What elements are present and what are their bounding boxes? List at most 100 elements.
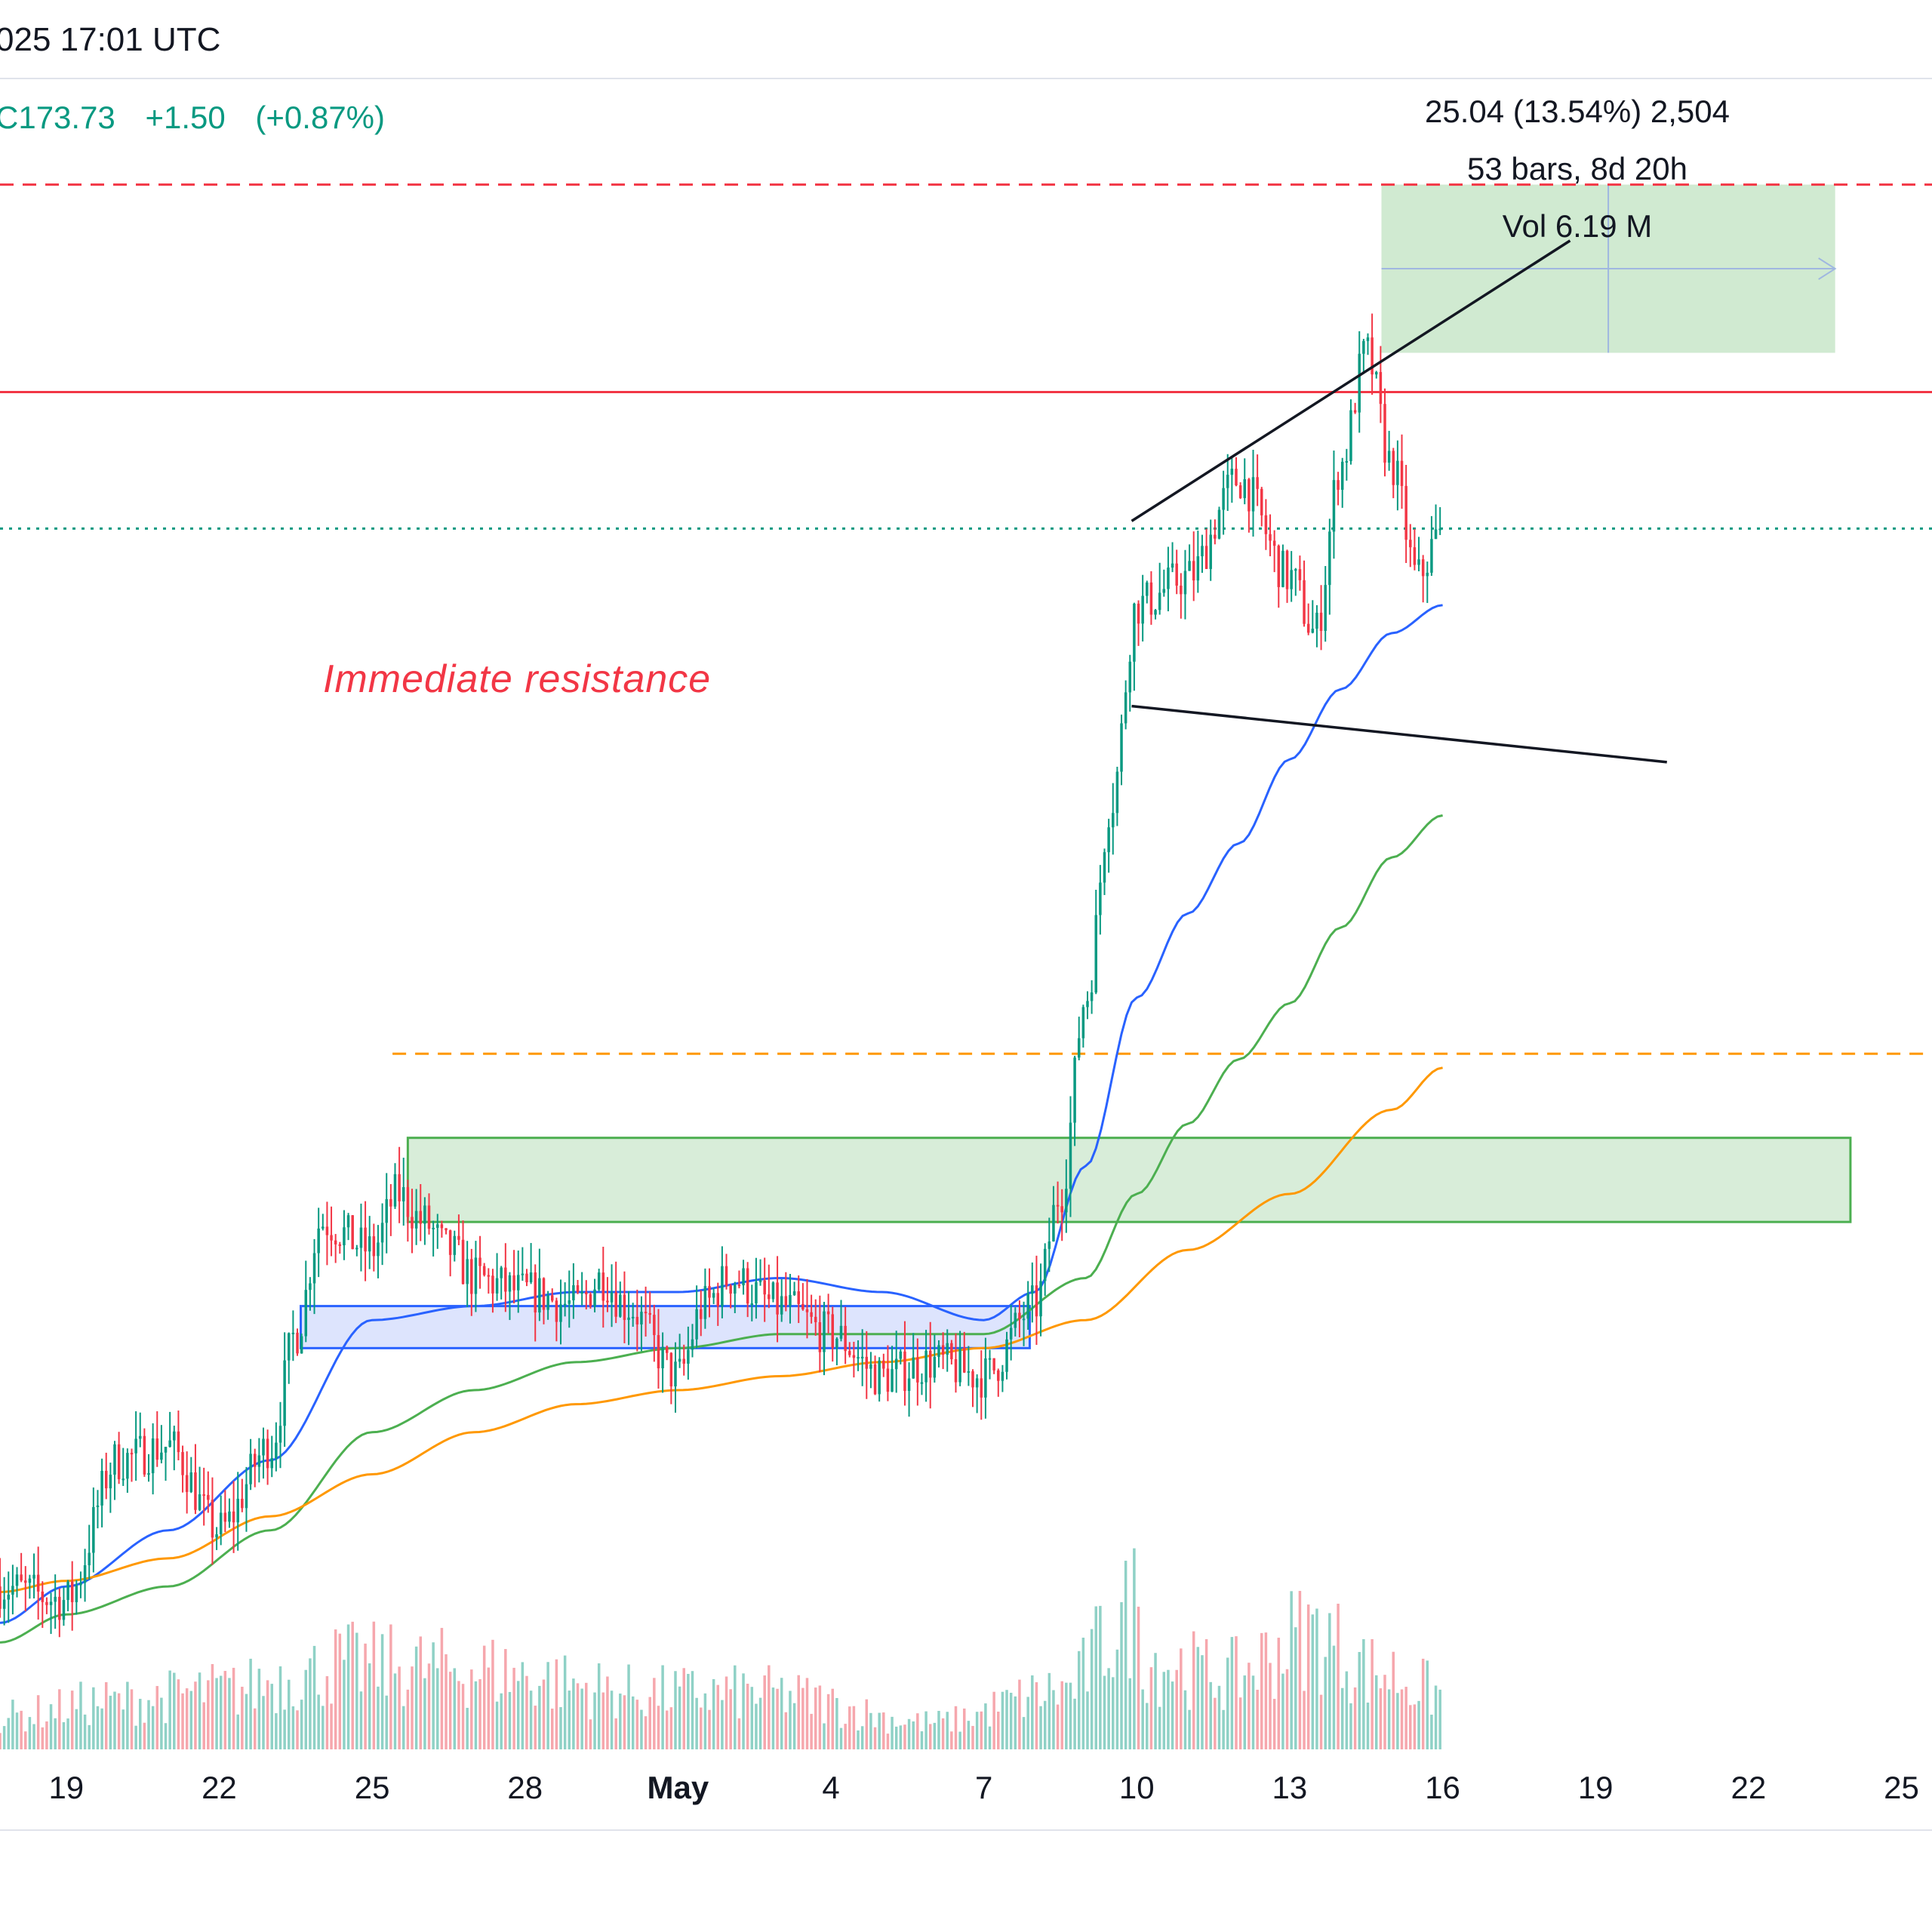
volume-bar-228 bbox=[967, 1721, 971, 1749]
candle-body-135 bbox=[572, 1285, 575, 1300]
candle-body-133 bbox=[563, 1303, 567, 1306]
candle-body-20 bbox=[83, 1565, 87, 1583]
candle-body-57 bbox=[241, 1498, 244, 1509]
volume-bar-268 bbox=[1137, 1606, 1140, 1749]
volume-bar-182 bbox=[771, 1687, 775, 1749]
candle-body-227 bbox=[963, 1347, 966, 1373]
candle-body-311 bbox=[1319, 612, 1323, 631]
volume-bar-244 bbox=[1035, 1682, 1038, 1749]
candle-body-47 bbox=[198, 1494, 202, 1510]
volume-bar-32 bbox=[134, 1725, 137, 1749]
volume-bar-93 bbox=[393, 1673, 397, 1749]
volume-bar-13 bbox=[54, 1718, 57, 1749]
volume-bar-203 bbox=[860, 1726, 864, 1749]
volume-bar-190 bbox=[805, 1678, 809, 1749]
volume-bar-35 bbox=[147, 1700, 150, 1749]
candle-body-78 bbox=[330, 1235, 333, 1241]
volume-bar-261 bbox=[1107, 1668, 1110, 1749]
volume-bar-161 bbox=[682, 1668, 685, 1749]
volume-bar-279 bbox=[1183, 1690, 1187, 1749]
volume-bar-295 bbox=[1251, 1675, 1255, 1749]
candle-body-172 bbox=[729, 1285, 732, 1294]
candle-body-37 bbox=[155, 1438, 159, 1460]
volume-bar-9 bbox=[36, 1695, 40, 1749]
candle-body-93 bbox=[393, 1174, 397, 1207]
volume-bar-125 bbox=[529, 1690, 533, 1749]
candle-body-16 bbox=[66, 1581, 69, 1601]
volume-bar-97 bbox=[411, 1666, 414, 1749]
volume-bar-283 bbox=[1201, 1655, 1204, 1749]
volume-bar-298 bbox=[1264, 1632, 1268, 1749]
volume-bar-205 bbox=[869, 1712, 872, 1749]
volume-bar-163 bbox=[691, 1671, 694, 1749]
candle-body-3 bbox=[11, 1586, 14, 1595]
candle-body-73 bbox=[309, 1283, 312, 1291]
candle-body-131 bbox=[555, 1300, 558, 1322]
volume-bar-280 bbox=[1188, 1709, 1191, 1749]
volume-bar-124 bbox=[525, 1675, 528, 1749]
candle-body-72 bbox=[304, 1290, 308, 1337]
volume-bar-64 bbox=[270, 1684, 273, 1749]
volume-bar-16 bbox=[66, 1718, 69, 1749]
candle-body-100 bbox=[423, 1205, 426, 1224]
volume-bar-308 bbox=[1306, 1604, 1310, 1749]
volume-bar-27 bbox=[113, 1691, 116, 1749]
volume-bar-246 bbox=[1043, 1700, 1047, 1749]
volume-bar-79 bbox=[334, 1629, 337, 1749]
volume-bar-309 bbox=[1311, 1614, 1315, 1749]
volume-bar-22 bbox=[92, 1687, 95, 1749]
candle-body-25 bbox=[104, 1470, 108, 1489]
candle-body-108 bbox=[457, 1235, 460, 1240]
resistance-label[interactable]: Immediate resistance bbox=[323, 657, 712, 701]
volume-bar-37 bbox=[155, 1686, 159, 1749]
volume-bar-168 bbox=[712, 1678, 715, 1749]
candle-body-110 bbox=[466, 1259, 469, 1284]
candle-body-203 bbox=[860, 1356, 864, 1358]
candle-body-159 bbox=[674, 1361, 677, 1387]
volume-bar-116 bbox=[491, 1639, 494, 1749]
volume-bar-49 bbox=[207, 1680, 210, 1749]
measure-line-2: 53 bars, 8d 20h bbox=[1467, 151, 1687, 186]
volume-bar-311 bbox=[1319, 1694, 1323, 1749]
candle-body-231 bbox=[980, 1378, 983, 1398]
candle-body-187 bbox=[792, 1291, 796, 1295]
candle-body-228 bbox=[967, 1371, 971, 1373]
volume-bar-129 bbox=[546, 1662, 549, 1749]
candle-body-109 bbox=[461, 1239, 465, 1284]
volume-bar-258 bbox=[1094, 1606, 1097, 1749]
volume-bar-157 bbox=[665, 1710, 669, 1749]
candle-body-36 bbox=[151, 1438, 155, 1474]
candle-body-333 bbox=[1413, 547, 1417, 565]
volume-bar-76 bbox=[321, 1706, 325, 1749]
candle-body-17 bbox=[70, 1581, 74, 1602]
volume-bar-135 bbox=[572, 1678, 575, 1749]
candle-body-180 bbox=[763, 1280, 766, 1295]
volume-bar-248 bbox=[1052, 1690, 1055, 1749]
volume-bar-176 bbox=[746, 1684, 749, 1749]
volume-bar-332 bbox=[1409, 1705, 1412, 1749]
volume-bar-313 bbox=[1328, 1613, 1331, 1749]
candle-body-163 bbox=[691, 1339, 694, 1350]
x-tick-label: 19 bbox=[48, 1770, 85, 1805]
candle-body-1 bbox=[2, 1599, 6, 1609]
volume-bar-337 bbox=[1430, 1715, 1433, 1749]
candle-body-116 bbox=[491, 1275, 494, 1294]
candle-body-301 bbox=[1277, 546, 1281, 587]
volume-bar-231 bbox=[980, 1711, 983, 1749]
candle-body-238 bbox=[1009, 1327, 1013, 1340]
candle-body-62 bbox=[262, 1438, 265, 1456]
candle-body-254 bbox=[1077, 1038, 1081, 1058]
moving-average-2 bbox=[0, 1066, 1443, 1593]
volume-bar-80 bbox=[338, 1633, 342, 1749]
volume-bar-302 bbox=[1281, 1673, 1284, 1749]
volume-bar-256 bbox=[1086, 1691, 1089, 1749]
candle-body-115 bbox=[487, 1275, 491, 1277]
volume-bar-201 bbox=[852, 1706, 856, 1749]
volume-bar-209 bbox=[886, 1734, 890, 1749]
candle-body-154 bbox=[653, 1315, 656, 1336]
volume-bar-207 bbox=[878, 1712, 881, 1749]
candle-body-98 bbox=[414, 1211, 418, 1229]
candle-body-114 bbox=[482, 1266, 486, 1275]
candle-body-218 bbox=[924, 1350, 928, 1383]
